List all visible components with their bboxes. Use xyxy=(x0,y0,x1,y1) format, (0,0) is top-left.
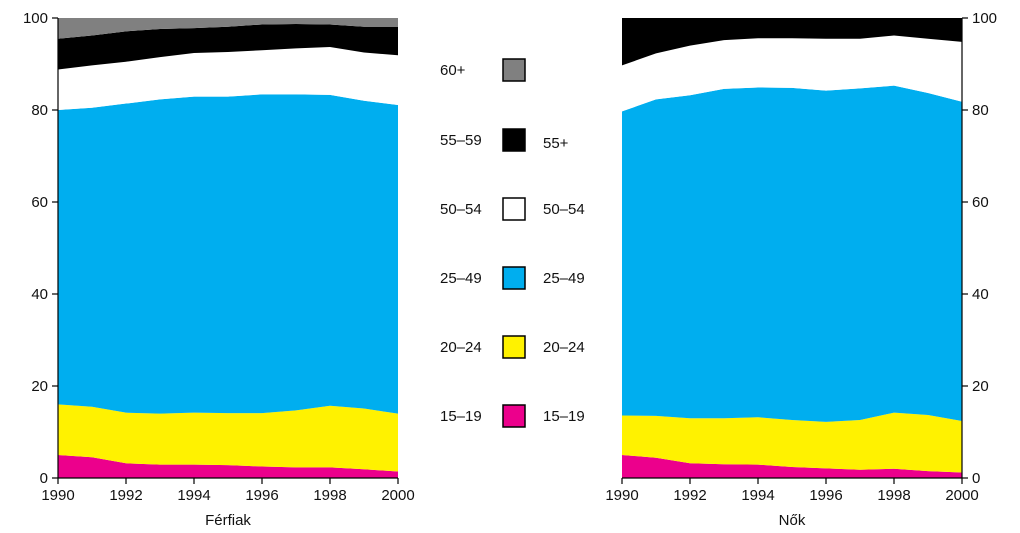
x-tick-label: 2000 xyxy=(945,487,978,504)
legend-swatch-25-49 xyxy=(502,266,526,290)
legend-label-right: 55+ xyxy=(543,135,569,152)
legend-swatch-20-24 xyxy=(502,335,526,359)
y-tick-label: 60 xyxy=(31,194,48,211)
legend-label: 20–24 xyxy=(440,339,482,356)
legend-label-right: 25–49 xyxy=(543,270,585,287)
x-tick-label: 1994 xyxy=(741,487,774,504)
legend-label: 60+ xyxy=(440,62,466,79)
area-20-24 xyxy=(58,404,398,472)
x-tick-label: 1998 xyxy=(313,487,346,504)
y-tick-label: 60 xyxy=(972,194,989,211)
panel-2: 0 20 40 60 80 100 1990 1992 1994 1996 1998 2000 Nők xyxy=(605,10,997,529)
x-tick-label: 1992 xyxy=(109,487,142,504)
area-55-59 xyxy=(58,23,398,70)
y-tick-label: 80 xyxy=(31,102,48,119)
legend-label-right: 50–54 xyxy=(543,201,585,218)
x-tick-label: 1996 xyxy=(809,487,842,504)
y-tick-label: 80 xyxy=(972,102,989,119)
y-tick-label: 40 xyxy=(972,286,989,303)
legend-swatch-60+ xyxy=(502,58,526,82)
x-tick-label: 1990 xyxy=(605,487,638,504)
legend: 60+ 55–59 55+ 50–54 50–54 25–49 25–49 20–24 20–2… xyxy=(440,58,585,428)
legend-label: 15–19 xyxy=(440,408,482,425)
x-tick-label: 1992 xyxy=(673,487,706,504)
x-tick-label: 1996 xyxy=(245,487,278,504)
area-50-54 xyxy=(58,46,398,110)
area-15-19 xyxy=(58,455,398,478)
y-tick-label: 0 xyxy=(40,470,48,487)
y-tick-label: 100 xyxy=(972,10,997,27)
legend-label-right: 15–19 xyxy=(543,408,585,425)
area-25-49 xyxy=(622,85,962,422)
panel-1: 0 20 40 60 80 100 1990 1992 1994 1996 1998 2000 Férf… xyxy=(23,10,415,529)
y-tick-label: 40 xyxy=(31,286,48,303)
legend-swatch-55-59 xyxy=(502,128,526,152)
y-tick-label: 20 xyxy=(31,378,48,395)
legend-label: 50–54 xyxy=(440,201,482,218)
area-25-49 xyxy=(58,94,398,414)
area-55-59 xyxy=(622,18,962,66)
area-50-54 xyxy=(622,35,962,112)
x-tick-label: 2000 xyxy=(381,487,414,504)
area-20-24 xyxy=(622,412,962,473)
y-tick-label: 0 xyxy=(972,470,980,487)
x-tick-label: 1990 xyxy=(41,487,74,504)
legend-swatch-15-19 xyxy=(502,404,526,428)
y-tick-label: 20 xyxy=(972,378,989,395)
legend-label: 25–49 xyxy=(440,270,482,287)
legend-label: 55–59 xyxy=(440,132,482,149)
panel-title: Férfiak xyxy=(205,512,251,529)
x-tick-label: 1998 xyxy=(877,487,910,504)
area-15-19 xyxy=(622,455,962,478)
y-tick-label: 100 xyxy=(23,10,48,27)
x-tick-label: 1994 xyxy=(177,487,210,504)
legend-label-right: 20–24 xyxy=(543,339,585,356)
panel-title: Nők xyxy=(779,512,806,529)
area-60+ xyxy=(58,18,398,39)
legend-swatch-50-54 xyxy=(502,197,526,221)
